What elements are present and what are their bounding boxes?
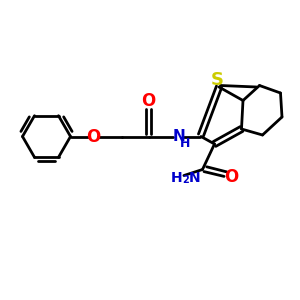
Text: N: N xyxy=(172,129,185,144)
Text: H: H xyxy=(170,172,182,185)
Text: 2: 2 xyxy=(183,175,189,185)
Text: O: O xyxy=(224,168,239,186)
Text: N: N xyxy=(188,172,200,185)
Text: O: O xyxy=(86,128,100,146)
Text: S: S xyxy=(211,71,224,89)
Text: O: O xyxy=(141,92,156,110)
Text: H: H xyxy=(180,136,190,150)
